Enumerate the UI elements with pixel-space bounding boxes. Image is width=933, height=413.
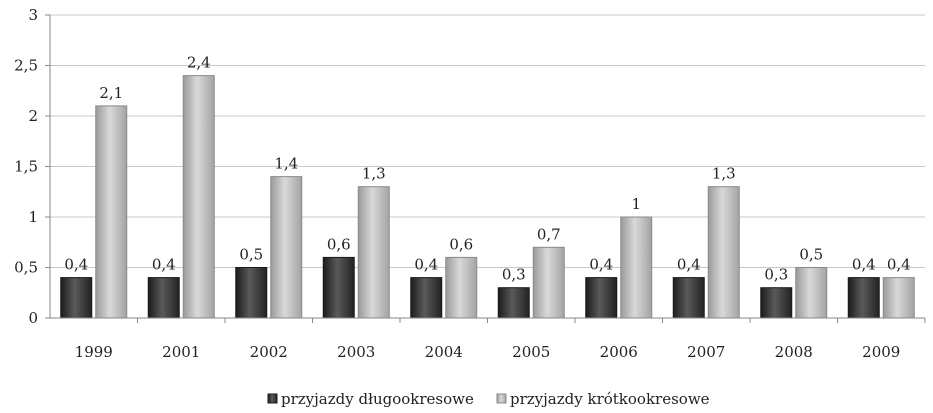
x-axis: 1999 2001 2002 2003 2004 2005 2006 2007 2008 2009 bbox=[50, 317, 926, 361]
bar-long-term bbox=[235, 267, 268, 319]
bar-short-term bbox=[270, 176, 303, 319]
legend-label: przyjazdy krótkookresowe bbox=[510, 390, 710, 408]
x-tick-label: 1999 bbox=[75, 343, 113, 361]
bar-long-term bbox=[760, 287, 793, 319]
y-tick-label: 2,5 bbox=[14, 57, 38, 75]
x-tick-label: 2008 bbox=[775, 343, 813, 361]
gridlines bbox=[50, 14, 925, 319]
data-label: 0,5 bbox=[799, 246, 823, 264]
bar-short-term bbox=[182, 75, 215, 319]
bar-long-term bbox=[147, 277, 180, 319]
legend-swatch bbox=[496, 393, 507, 404]
data-label: 0,6 bbox=[327, 235, 351, 253]
y-tick-label: 1 bbox=[28, 208, 38, 226]
bar-short-term bbox=[707, 186, 740, 319]
y-tick-label: 0,5 bbox=[14, 259, 38, 277]
x-tick-label: 2009 bbox=[862, 343, 900, 361]
bar-long-term bbox=[322, 256, 355, 319]
x-tick-label: 2003 bbox=[337, 343, 375, 361]
data-label: 0,4 bbox=[677, 256, 701, 274]
y-tick-label: 2 bbox=[28, 107, 38, 125]
data-label: 0,4 bbox=[64, 256, 88, 274]
bar-short-term bbox=[620, 216, 653, 319]
legend: przyjazdy długookresowe przyjazdy krótkoo… bbox=[267, 390, 710, 408]
x-tick-label: 2004 bbox=[425, 343, 463, 361]
data-label: 0,5 bbox=[239, 246, 263, 264]
data-label: 2,4 bbox=[187, 54, 211, 72]
x-tick-label: 2007 bbox=[687, 343, 725, 361]
x-tick-label: 2002 bbox=[250, 343, 288, 361]
bar-short-term bbox=[445, 256, 478, 319]
bar-long-term bbox=[60, 277, 93, 319]
data-label: 0,4 bbox=[852, 256, 876, 274]
data-label: 0,3 bbox=[764, 266, 788, 284]
data-label: 1,3 bbox=[362, 165, 386, 183]
x-tick-label: 2006 bbox=[600, 343, 638, 361]
data-label: 0,3 bbox=[502, 266, 526, 284]
bar-long-term bbox=[497, 287, 530, 319]
bar-long-term bbox=[672, 277, 705, 319]
y-tick-label: 3 bbox=[28, 6, 38, 24]
bar-long-term bbox=[585, 277, 618, 319]
data-label: 1 bbox=[631, 195, 641, 213]
data-labels: 0,4 2,1 0,4 2,4 0,5 1,4 0,6 1,3 0,4 0,6 0,3 0,7 0,4 1… bbox=[64, 54, 910, 284]
bars bbox=[60, 75, 915, 319]
bar-short-term bbox=[532, 246, 565, 319]
bar-short-term bbox=[795, 267, 828, 319]
data-label: 2,1 bbox=[99, 84, 123, 102]
data-label: 0,4 bbox=[887, 256, 911, 274]
bar-long-term bbox=[410, 277, 443, 319]
data-label: 0,4 bbox=[414, 256, 438, 274]
y-axis: 0 0,5 1 1,5 2 2,5 3 bbox=[14, 6, 51, 327]
bar-short-term bbox=[95, 105, 128, 319]
x-tick-label: 2001 bbox=[162, 343, 200, 361]
bar-short-term bbox=[882, 277, 915, 319]
data-label: 0,7 bbox=[537, 225, 561, 243]
data-label: 0,4 bbox=[589, 256, 613, 274]
data-label: 0,6 bbox=[449, 235, 473, 253]
data-label: 1,4 bbox=[274, 155, 298, 173]
bar-short-term bbox=[357, 186, 390, 319]
y-tick-label: 0 bbox=[28, 309, 38, 327]
y-tick-label: 1,5 bbox=[14, 158, 38, 176]
x-tick-label: 2005 bbox=[512, 343, 550, 361]
data-label: 0,4 bbox=[152, 256, 176, 274]
legend-label: przyjazdy długookresowe bbox=[281, 390, 474, 408]
legend-swatch bbox=[267, 393, 278, 404]
bar-long-term bbox=[847, 277, 880, 319]
data-label: 1,3 bbox=[712, 165, 736, 183]
